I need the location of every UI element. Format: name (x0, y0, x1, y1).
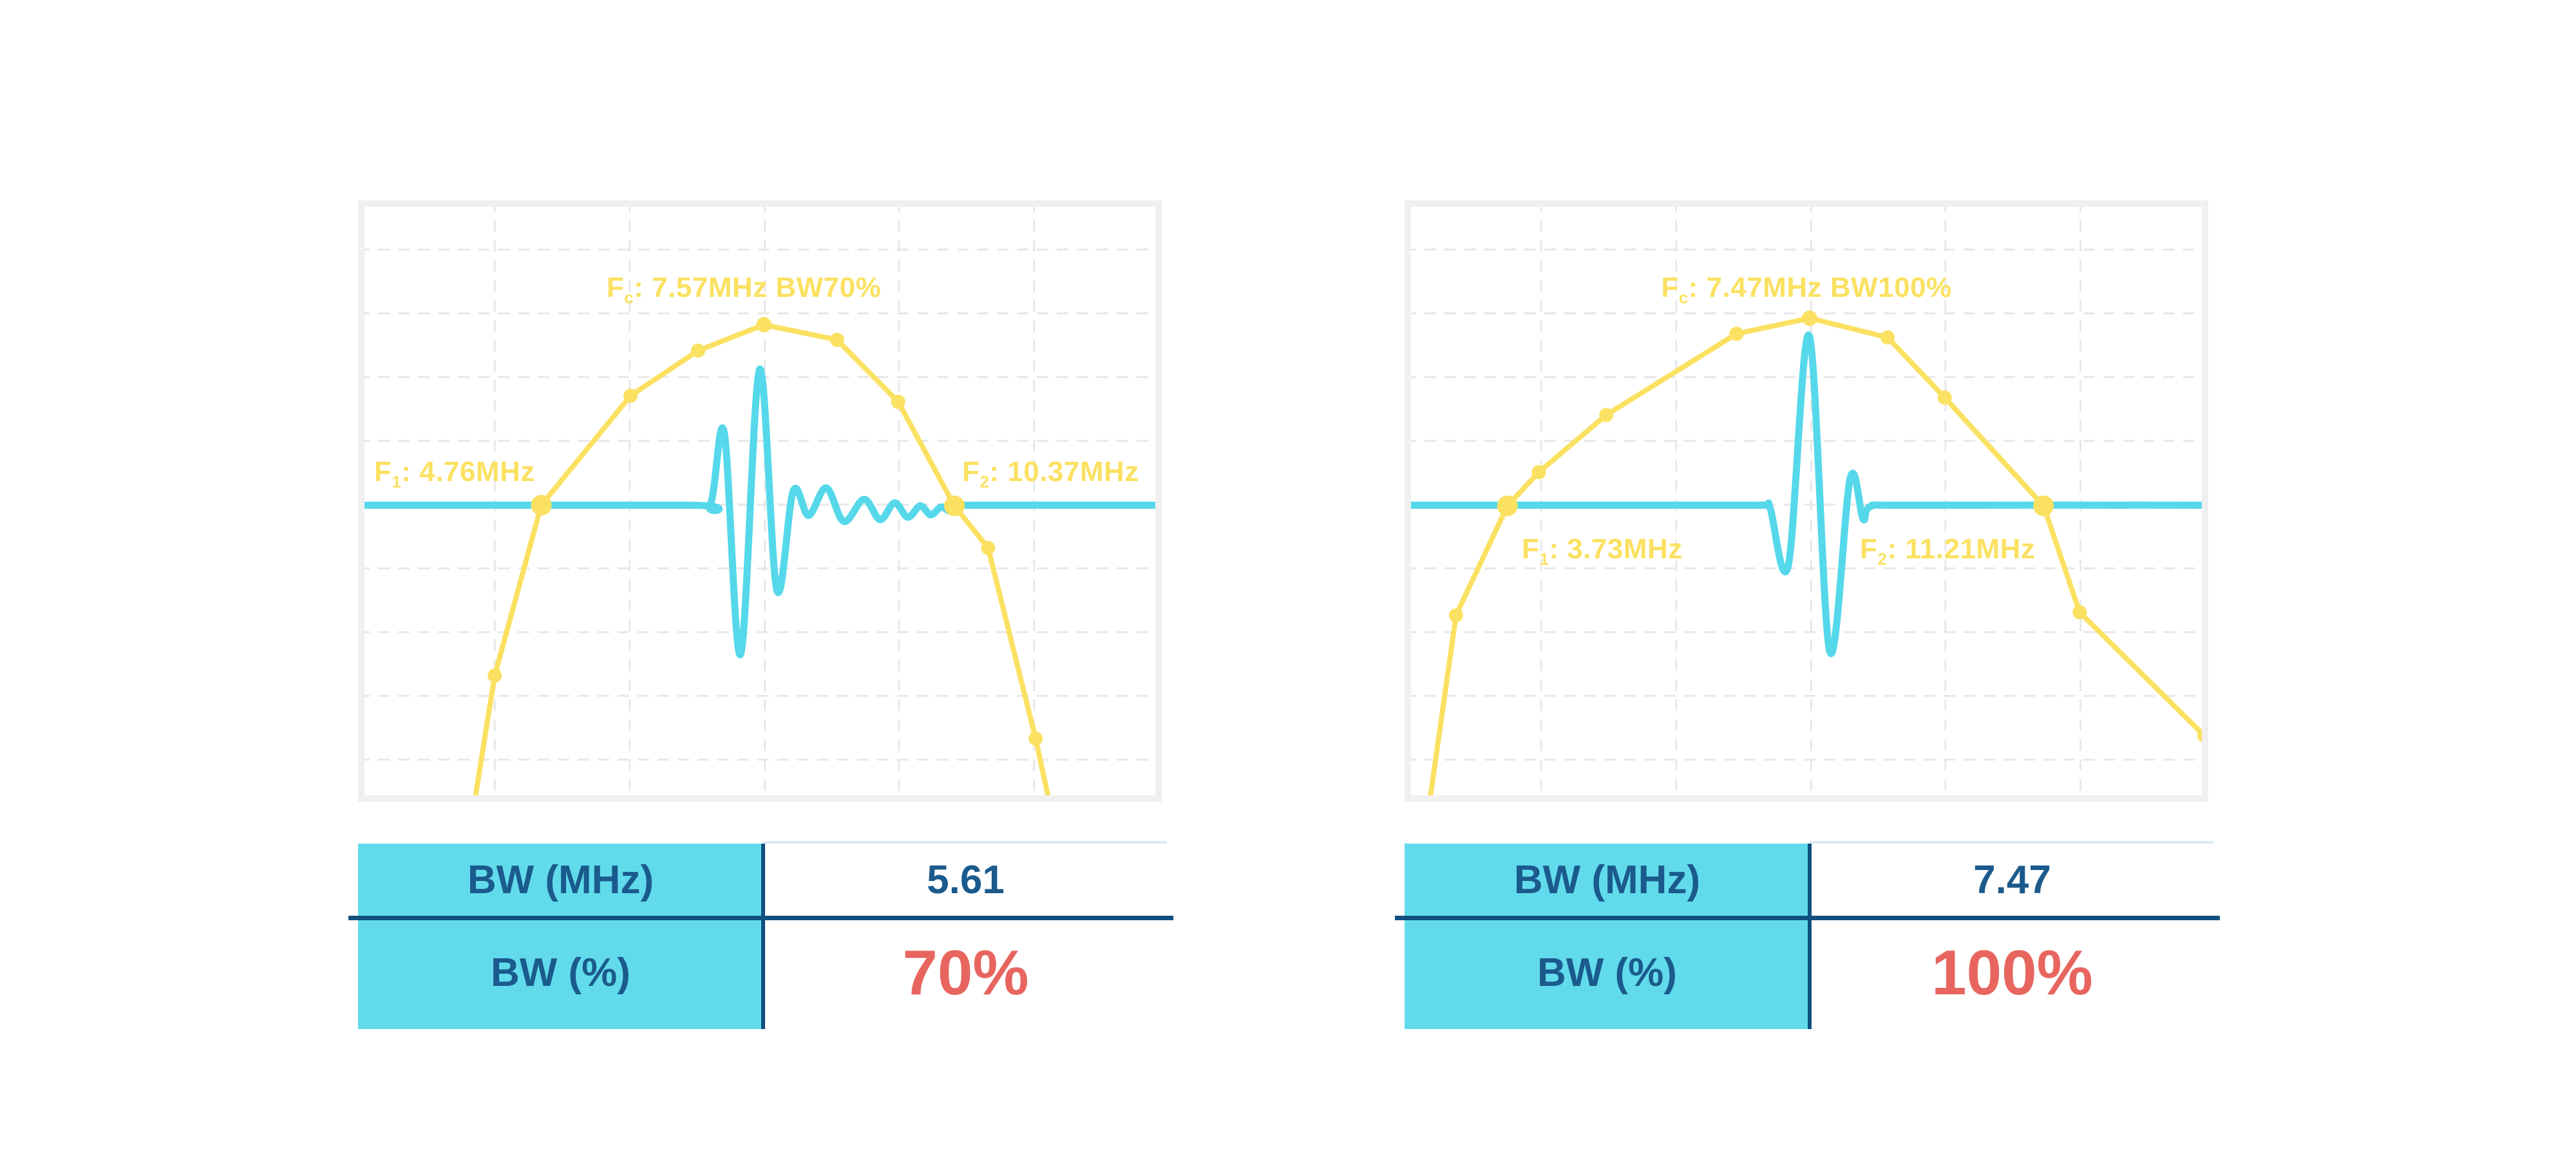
bw-pct-label: BW (%) (491, 950, 630, 995)
spectrum-chart-bw70-canvas (358, 200, 1162, 802)
f1-value-text: : 3.73MHz (1549, 533, 1683, 565)
bw-pct-value: 70% (902, 936, 1029, 1008)
center-frequency-label: Fc: 7.47MHz BW100% (1661, 271, 1952, 307)
table-row-divider (1395, 916, 2220, 920)
spectrum-chart-bw100-canvas (1405, 200, 2208, 802)
upper-frequency-label: F2: 10.37MHz (962, 455, 1139, 491)
bw-mhz-label: BW (MHz) (467, 857, 654, 902)
lower-frequency-label: F1: 4.76MHz (374, 455, 535, 491)
bandwidth-table-bw100: BW (MHz) BW (%) 7.47 100% (1395, 841, 2220, 1029)
lower-frequency-label: F1: 3.73MHz (1522, 533, 1683, 569)
table-column-divider (1808, 844, 1812, 1029)
bw-mhz-label: BW (MHz) (1513, 857, 1701, 902)
fc-subscript: c (624, 287, 634, 307)
f2-subscript: 2 (980, 471, 990, 491)
f1-symbol: F (1522, 533, 1540, 565)
fc-symbol: F (1661, 272, 1679, 303)
f1-symbol: F (374, 456, 392, 487)
table-header-column: BW (MHz) BW (%) (1405, 844, 1810, 1029)
spectrum-chart-bw70: Fc: 7.57MHz BW70% F1: 4.76MHz F2: 10.37M… (358, 200, 1162, 802)
bandwidth-table-bw70: BW (MHz) BW (%) 5.61 70% (348, 841, 1173, 1029)
table-top-border (763, 841, 1167, 844)
center-frequency-label: Fc: 7.57MHz BW70% (606, 271, 882, 307)
fc-subscript: c (1678, 287, 1689, 307)
table-header-column: BW (MHz) BW (%) (358, 844, 763, 1029)
f2-subscript: 2 (1877, 549, 1888, 569)
f2-value-text: : 10.37MHz (989, 456, 1139, 487)
f1-value-text: : 4.76MHz (401, 456, 535, 487)
table-column-divider (761, 844, 765, 1029)
bw-pct-label: BW (%) (1537, 950, 1677, 995)
f1-subscript: 1 (1539, 549, 1549, 569)
fc-value-text: : 7.47MHz BW100% (1688, 272, 1952, 303)
table-row-divider (348, 916, 1173, 920)
f1-subscript: 1 (392, 471, 402, 491)
fc-symbol: F (606, 272, 625, 303)
f2-symbol: F (962, 456, 980, 487)
table-value-column: 5.61 70% (763, 844, 1168, 1029)
bw-mhz-value: 7.47 (1973, 857, 2051, 902)
spectrum-chart-bw100: Fc: 7.47MHz BW100% F1: 3.73MHz F2: 11.21… (1405, 200, 2208, 802)
upper-frequency-label: F2: 11.21MHz (1860, 533, 2036, 569)
f2-value-text: : 11.21MHz (1887, 533, 2036, 565)
bw-mhz-value: 5.61 (927, 857, 1005, 902)
bw-pct-value: 100% (1931, 936, 2093, 1008)
f2-symbol: F (1860, 533, 1878, 565)
fc-value-text: : 7.57MHz BW70% (634, 272, 882, 303)
table-value-column: 7.47 100% (1810, 844, 2215, 1029)
table-top-border (1810, 841, 2213, 844)
